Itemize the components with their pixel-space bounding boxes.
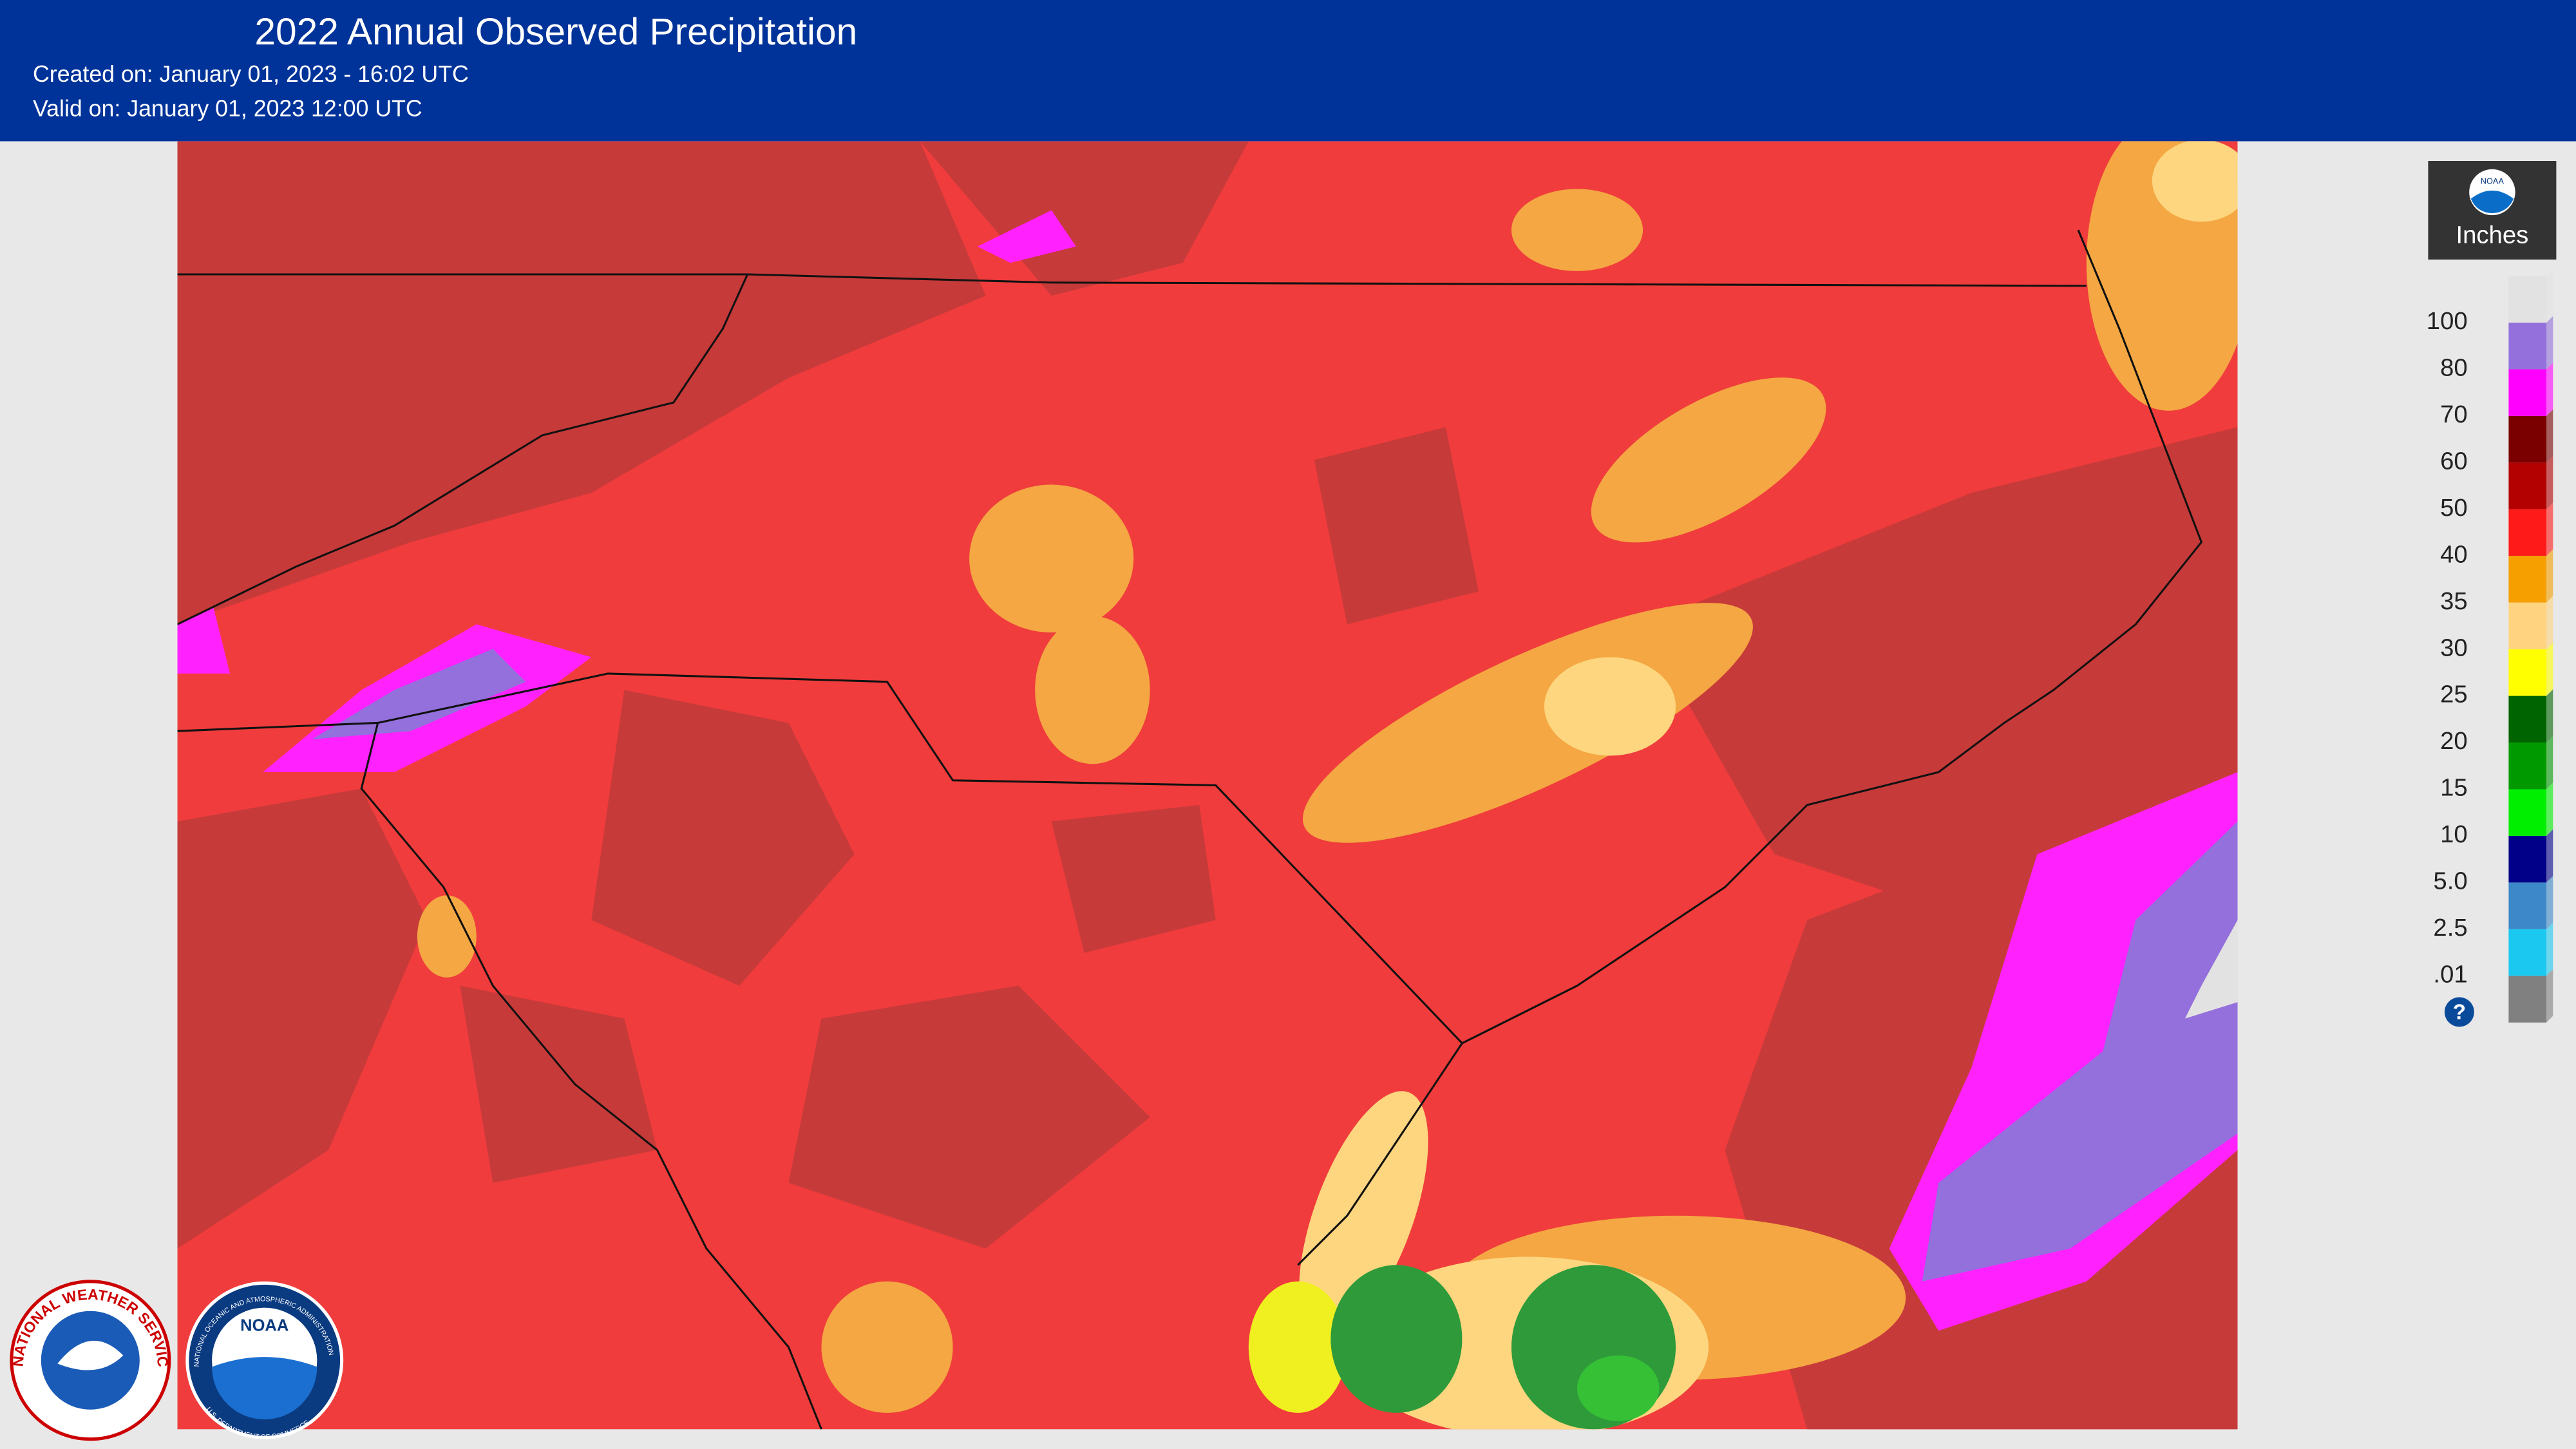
legend-label: 30 <box>2440 634 2468 661</box>
title: 2022 Annual Observed Precipitation <box>254 11 857 53</box>
legend-label: 10 <box>2440 820 2468 848</box>
legend-swatch-bevel <box>2546 782 2553 836</box>
legend-swatch-bevel <box>2546 596 2553 650</box>
legend-swatch <box>2508 649 2547 696</box>
legend-swatch-bevel <box>2546 689 2553 743</box>
legend-swatch-bevel <box>2546 316 2553 370</box>
created-date: Created on: January 01, 2023 - 16:02 UTC <box>33 61 469 87</box>
legend-swatch-bevel <box>2546 735 2553 790</box>
legend-swatch <box>2508 462 2547 509</box>
legend-label: 100 <box>2427 307 2468 335</box>
precip-map <box>177 141 2238 1430</box>
noaa-text: NOAA <box>240 1316 289 1334</box>
legend-swatch <box>2508 835 2547 883</box>
legend-label: 25 <box>2440 681 2468 708</box>
nws-ring: NATIONAL WEATHER SERVICE <box>0 0 171 1367</box>
legend-swatch-bevel <box>2546 922 2553 976</box>
nws-text: NATIONAL WEATHER SERVICE <box>0 0 171 1367</box>
legend-swatch <box>2508 602 2547 650</box>
legend-swatch-bevel <box>2546 456 2553 509</box>
legend-swatch <box>2508 323 2547 370</box>
legend-swatch <box>2508 415 2547 463</box>
legend-swatch <box>2508 509 2547 556</box>
legend-swatch-bevel <box>2546 363 2553 416</box>
legend-swatch-bevel <box>2546 269 2553 323</box>
noaa-logo: NOAA NATIONAL OCEANIC AND ATMOSPHERIC AD… <box>185 1281 344 1441</box>
legend-label: 15 <box>2440 774 2468 802</box>
legend-label: 40 <box>2440 540 2468 568</box>
legend-noaa-wave <box>2470 190 2514 214</box>
legend-swatch-bevel <box>2546 969 2553 1023</box>
legend-label: 2.5 <box>2433 914 2467 942</box>
legend-swatch <box>2508 276 2547 323</box>
legend: 100 80 70 60 50 40 35 30 25 20 15 10 5.0 2.5 .01 <box>2427 269 2553 1023</box>
nws-logo: NATIONAL WEATHER SERVICE <box>0 0 171 1441</box>
legend-swatch <box>2508 556 2547 603</box>
legend-swatch <box>2508 929 2547 976</box>
legend-swatch <box>2508 369 2547 416</box>
legend-label: 60 <box>2440 447 2468 475</box>
legend-unit: Inches <box>2456 222 2529 249</box>
legend-label: 80 <box>2440 354 2468 382</box>
legend-label: 20 <box>2440 727 2468 755</box>
legend-swatch <box>2508 882 2547 929</box>
legend-swatch <box>2508 789 2547 836</box>
legend-label: 70 <box>2440 401 2468 428</box>
help-icon[interactable] <box>2444 997 2474 1027</box>
legend-swatch <box>2508 976 2547 1023</box>
legend-label: 5.0 <box>2433 867 2467 895</box>
legend-swatch-bevel <box>2546 642 2553 696</box>
legend-swatch <box>2508 743 2547 790</box>
valid-date: Valid on: January 01, 2023 12:00 UTC <box>33 95 422 121</box>
legend-swatch-bevel <box>2546 829 2553 883</box>
legend-swatch-bevel <box>2546 409 2553 463</box>
legend-swatch-bevel <box>2546 549 2553 603</box>
legend-label: 35 <box>2440 587 2468 615</box>
legend-swatch-bevel <box>2546 502 2553 556</box>
legend-swatch <box>2508 696 2547 743</box>
help-text[interactable]: ? <box>2453 1001 2466 1025</box>
legend-noaa-text: NOAA <box>2481 176 2505 186</box>
legend-swatch-bevel <box>2546 876 2553 929</box>
header-bar <box>0 0 2576 142</box>
legend-label: .01 <box>2433 960 2467 988</box>
legend-label: 50 <box>2440 494 2468 522</box>
